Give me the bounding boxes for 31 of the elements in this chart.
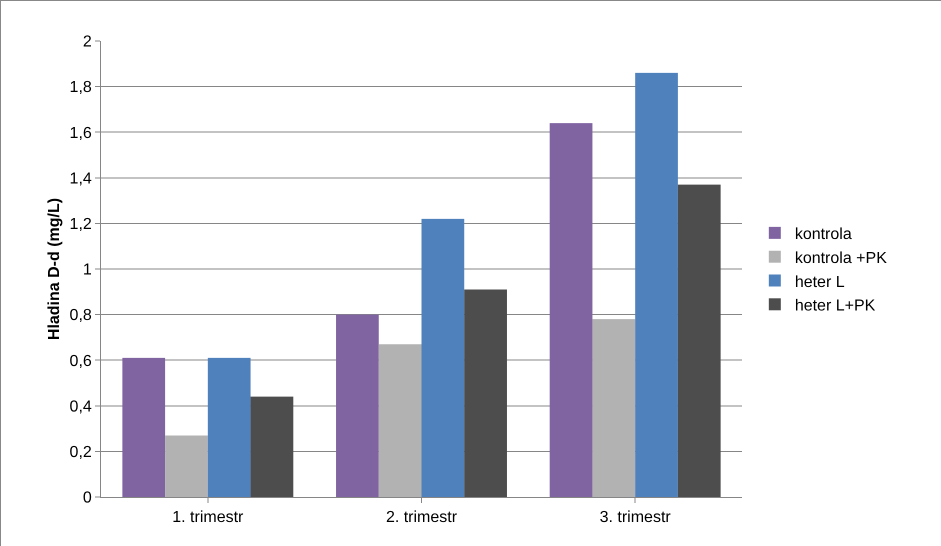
bar — [635, 72, 678, 497]
y-tick-label: 0,8 — [70, 307, 92, 324]
bar — [678, 184, 721, 497]
bar — [250, 396, 294, 497]
y-tick-label: 1,4 — [70, 170, 92, 188]
y-tick-label: 0,6 — [70, 352, 92, 370]
bar — [592, 319, 636, 497]
bar — [208, 358, 251, 497]
y-tick-label: 0,4 — [70, 398, 92, 416]
x-tick-label: 2. trimestr — [386, 509, 458, 526]
y-axis-title: Hladina D-d (mg/L) — [46, 198, 63, 340]
bar — [122, 358, 166, 497]
y-tick-label: 0,2 — [70, 444, 92, 461]
legend-label: heter L+PK — [794, 298, 876, 315]
x-tick-label: 3. trimestr — [600, 509, 672, 526]
bar — [336, 314, 379, 497]
y-tick-label: 0 — [82, 490, 92, 507]
y-tick-label: 1,8 — [70, 79, 92, 96]
bar — [165, 435, 208, 497]
bar — [550, 123, 592, 497]
legend-label: heter L — [794, 274, 845, 291]
y-tick-label: 1,2 — [70, 216, 92, 233]
bar — [422, 218, 464, 497]
y-tick-label: 1,6 — [70, 124, 92, 142]
legend-label: kontrola +PK — [794, 250, 888, 267]
y-tick-label: 1 — [82, 262, 92, 279]
legend-label: kontrola — [794, 226, 852, 244]
bar — [464, 290, 507, 497]
x-tick-label: 1. trimestr — [172, 509, 244, 526]
bar — [378, 344, 422, 497]
y-tick-label: 2 — [82, 34, 92, 51]
